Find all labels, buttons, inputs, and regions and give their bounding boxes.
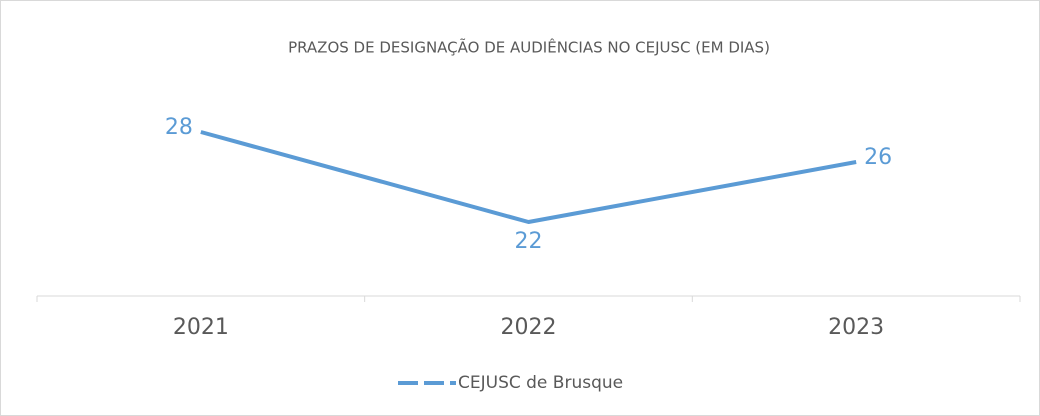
line-series (200, 130, 857, 224)
legend-label: CEJUSC de Brusque (458, 373, 623, 393)
x-tick-label: 2022 (501, 315, 557, 340)
data-label: 22 (515, 229, 543, 254)
x-tick-label: 2021 (173, 315, 229, 340)
data-label: 28 (165, 115, 193, 140)
data-label: 26 (864, 145, 892, 170)
x-tick-label: 2023 (828, 315, 884, 340)
chart-title: PRAZOS DE DESIGNAÇÃO DE AUDIÊNCIAS NO CE… (288, 38, 770, 57)
